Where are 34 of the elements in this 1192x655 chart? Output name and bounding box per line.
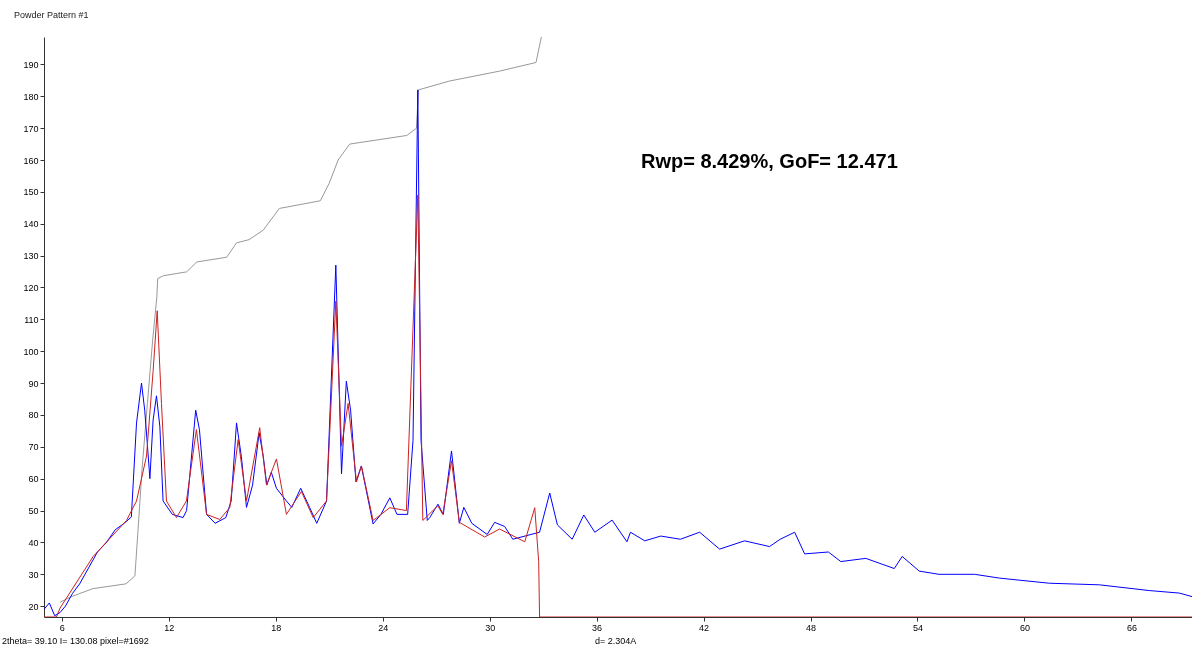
text: d= 2.304A (595, 636, 637, 646)
y-tick-label: 20 (28, 601, 39, 612)
annotation: Rwp= 8.429%, GoF= 12.471 (640, 150, 898, 172)
y-tick-label: 190 (23, 59, 39, 70)
x-tick-label: 18 (271, 622, 282, 633)
chart-title: Powder Pattern #1 (14, 10, 89, 20)
y-tick-label: 100 (23, 346, 39, 357)
text: 2theta= 39.10 I= 130.08 pixel=#1692 (2, 636, 149, 646)
x-tick-label: 30 (485, 622, 496, 633)
line-series (59, 37, 542, 603)
x-tick-label: 66 (1126, 622, 1137, 633)
y-tick-label: 50 (28, 506, 39, 517)
y-tick-label: 150 (23, 187, 39, 198)
y-tick-label: 120 (23, 282, 39, 293)
x-tick-label: 48 (806, 622, 817, 633)
y-tick-label: 30 (28, 569, 39, 580)
y-tick-label: 70 (28, 442, 39, 453)
y-tick-label: 170 (23, 123, 39, 134)
y-tick-label: 80 (28, 410, 39, 421)
x-tick-label: 36 (592, 622, 603, 633)
y-tick-label: 140 (23, 219, 39, 230)
y-tick-label: 180 (23, 91, 39, 102)
y-tick-label: 40 (28, 537, 39, 548)
y-tick-label: 60 (28, 474, 39, 485)
y-tick-label: 130 (23, 251, 39, 262)
x-tick-label: 24 (378, 622, 389, 633)
y-tick-label: 90 (28, 378, 39, 389)
x-tick-label: 54 (912, 622, 923, 633)
y-tick-label: 110 (24, 314, 39, 325)
x-tick-label: 42 (699, 622, 710, 633)
x-tick-label: 6 (59, 622, 65, 633)
x-tick-label: 60 (1019, 622, 1030, 633)
y-tick-label: 160 (23, 155, 39, 166)
x-tick-label: 12 (164, 622, 175, 633)
